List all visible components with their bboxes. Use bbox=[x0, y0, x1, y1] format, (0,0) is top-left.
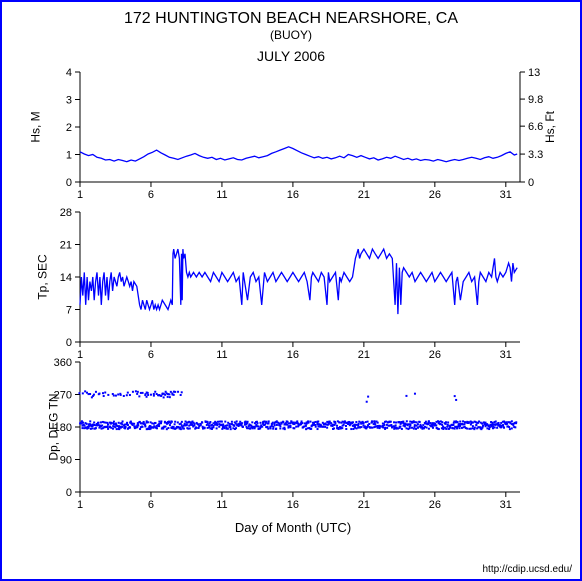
svg-text:26: 26 bbox=[429, 499, 441, 511]
chart-tp: Tp, SEC07142128161116212631 bbox=[2, 212, 582, 342]
svg-text:14: 14 bbox=[60, 272, 72, 284]
svg-text:6.6: 6.6 bbox=[528, 121, 543, 133]
plot-svg-hs: 0123403.36.69.813161116212631 bbox=[80, 72, 522, 202]
svg-text:31: 31 bbox=[500, 349, 512, 361]
svg-text:270: 270 bbox=[54, 390, 72, 402]
chart-hs: Hs, MHs, Ft0123403.36.69.813161116212631 bbox=[2, 72, 582, 182]
chart-frame: { "header": { "title_main": "172 HUNTING… bbox=[0, 0, 582, 581]
svg-text:3.3: 3.3 bbox=[528, 149, 543, 161]
plot-svg-dp: 090180270360161116212631 bbox=[80, 362, 522, 512]
credit-url: http://cdip.ucsd.edu/ bbox=[482, 564, 572, 575]
series-hs bbox=[80, 147, 517, 162]
svg-text:11: 11 bbox=[216, 189, 227, 201]
svg-text:9.8: 9.8 bbox=[528, 94, 543, 106]
x-axis-label: Day of Month (UTC) bbox=[2, 520, 582, 535]
svg-text:26: 26 bbox=[429, 349, 441, 361]
ylabel-right-hs: Hs, Ft bbox=[543, 111, 557, 143]
plot-svg-tp: 07142128161116212631 bbox=[80, 212, 522, 362]
svg-text:3: 3 bbox=[66, 95, 72, 107]
series-tp bbox=[80, 249, 517, 314]
svg-text:6: 6 bbox=[148, 349, 154, 361]
svg-text:90: 90 bbox=[60, 455, 72, 467]
svg-text:21: 21 bbox=[358, 189, 370, 201]
month-title: JULY 2006 bbox=[2, 48, 580, 64]
chart-dp: Dp, DEG TN090180270360161116212631 bbox=[2, 362, 582, 492]
station-title: 172 HUNTINGTON BEACH NEARSHORE, CA bbox=[2, 10, 580, 28]
series-dp bbox=[78, 390, 517, 430]
svg-text:360: 360 bbox=[54, 357, 72, 369]
chart-header: 172 HUNTINGTON BEACH NEARSHORE, CA (BUOY… bbox=[2, 2, 580, 64]
svg-text:0: 0 bbox=[66, 337, 72, 349]
svg-text:13: 13 bbox=[528, 67, 540, 79]
svg-text:28: 28 bbox=[60, 207, 72, 219]
svg-text:4: 4 bbox=[66, 67, 72, 79]
svg-text:0: 0 bbox=[66, 177, 72, 189]
svg-text:26: 26 bbox=[429, 189, 441, 201]
station-subtype: (BUOY) bbox=[2, 28, 580, 42]
svg-text:6: 6 bbox=[148, 189, 154, 201]
svg-text:31: 31 bbox=[500, 499, 512, 511]
svg-text:21: 21 bbox=[358, 349, 370, 361]
svg-text:2: 2 bbox=[66, 122, 72, 134]
ylabel-tp: Tp, SEC bbox=[36, 254, 50, 299]
svg-text:6: 6 bbox=[148, 499, 154, 511]
svg-text:1: 1 bbox=[77, 349, 83, 361]
svg-text:31: 31 bbox=[500, 189, 512, 201]
svg-text:11: 11 bbox=[216, 499, 227, 511]
svg-text:16: 16 bbox=[287, 189, 299, 201]
svg-text:21: 21 bbox=[358, 499, 370, 511]
svg-text:1: 1 bbox=[66, 150, 72, 162]
svg-text:16: 16 bbox=[287, 349, 299, 361]
svg-text:7: 7 bbox=[66, 305, 72, 317]
svg-text:1: 1 bbox=[77, 499, 83, 511]
svg-text:16: 16 bbox=[287, 499, 299, 511]
svg-text:0: 0 bbox=[528, 177, 534, 189]
svg-text:11: 11 bbox=[216, 349, 227, 361]
ylabel-hs: Hs, M bbox=[29, 111, 43, 142]
svg-text:180: 180 bbox=[54, 422, 72, 434]
svg-text:21: 21 bbox=[60, 240, 72, 252]
svg-text:1: 1 bbox=[77, 189, 83, 201]
svg-text:0: 0 bbox=[66, 487, 72, 499]
